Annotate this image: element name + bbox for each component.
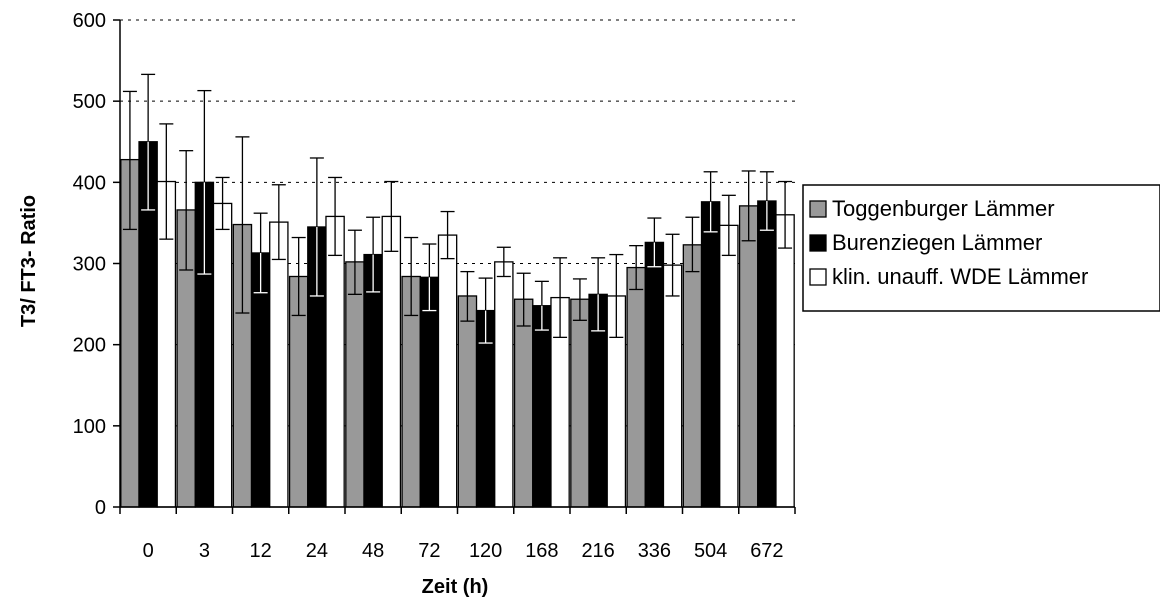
bar xyxy=(325,215,345,508)
grid-lines xyxy=(120,19,795,427)
bar xyxy=(570,298,590,508)
x-tick-label: 0 xyxy=(143,540,154,562)
y-axis-title: T3/ FT3- Ratio xyxy=(18,195,40,327)
bar xyxy=(513,298,534,508)
x-tick-label: 24 xyxy=(306,540,328,562)
bar xyxy=(345,261,365,508)
y-tick-label: 200 xyxy=(73,335,106,357)
legend-swatch xyxy=(809,200,827,218)
x-tick-label: 216 xyxy=(581,540,614,562)
bar xyxy=(626,266,646,508)
y-tick-label: 600 xyxy=(73,10,106,32)
bar xyxy=(212,202,233,508)
legend-label: Burenziegen Lämmer xyxy=(832,230,1042,255)
bar xyxy=(662,264,683,508)
bars xyxy=(120,141,795,508)
x-axis-title: Zeit (h) xyxy=(422,576,489,598)
bar xyxy=(700,201,721,508)
bar xyxy=(419,276,440,508)
legend-label: Toggenburger Lämmer xyxy=(832,196,1055,221)
x-tick-label: 504 xyxy=(694,540,727,562)
bar xyxy=(437,234,458,508)
bar xyxy=(757,200,777,508)
x-tick-label: 336 xyxy=(638,540,671,562)
y-tick-label: 500 xyxy=(73,91,106,113)
bar xyxy=(269,221,289,508)
y-tick-label: 300 xyxy=(73,254,106,276)
bar xyxy=(494,261,514,508)
x-tick-label: 12 xyxy=(250,540,272,562)
y-tick-label: 0 xyxy=(95,497,106,519)
y-tick-label: 100 xyxy=(73,416,106,438)
bar xyxy=(775,214,795,508)
ticks: 0 100 200 300 400 500 600 0 3 12 24 48 72 120 168 216 33… xyxy=(73,10,796,562)
legend-swatch xyxy=(809,234,827,252)
x-tick-label: 168 xyxy=(525,540,558,562)
bar xyxy=(532,305,552,508)
x-tick-label: 72 xyxy=(418,540,440,562)
bar xyxy=(644,241,665,508)
legend: Toggenburger Lämmer Burenziegen Lämmer kli… xyxy=(802,184,1160,312)
legend-label: klin. unauff. WDE Lämmer xyxy=(832,264,1088,289)
bar xyxy=(738,205,759,508)
legend-box xyxy=(802,184,1160,312)
legend-swatch xyxy=(809,268,827,286)
bar xyxy=(682,244,703,508)
x-tick-label: 3 xyxy=(199,540,210,562)
bar xyxy=(381,215,402,508)
bar xyxy=(719,224,739,508)
x-tick-label: 120 xyxy=(469,540,502,562)
x-tick-label: 672 xyxy=(750,540,783,562)
y-tick-label: 400 xyxy=(73,172,106,194)
error-bars xyxy=(122,73,793,344)
bar xyxy=(457,295,478,508)
x-tick-label: 48 xyxy=(362,540,384,562)
